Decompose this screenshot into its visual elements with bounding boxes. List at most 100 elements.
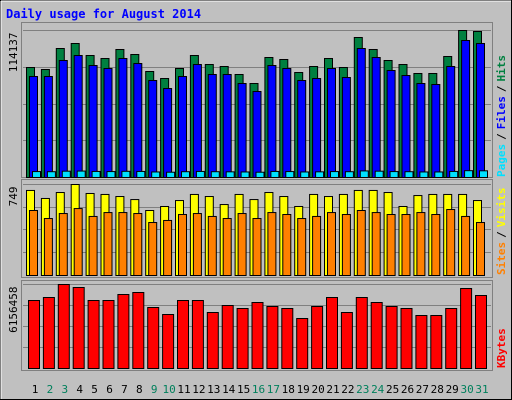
bar [88, 215, 98, 277]
bar [178, 76, 187, 178]
bar [404, 171, 414, 178]
legend-separator: / [495, 133, 508, 140]
bar [464, 170, 474, 179]
bar [28, 300, 40, 370]
bar [476, 222, 485, 276]
legend-entry: Sites [495, 242, 508, 275]
bar [221, 305, 234, 369]
bar [207, 215, 217, 277]
x-tick-label: 3 [61, 383, 68, 396]
x-tick-label: 1 [32, 383, 39, 396]
bar [385, 306, 398, 369]
bar [42, 296, 55, 370]
bar [430, 315, 443, 369]
bar [461, 215, 471, 277]
bar [163, 219, 173, 276]
bar [43, 218, 53, 276]
x-tick-label: 2 [47, 383, 54, 396]
x-tick-label: 23 [356, 383, 369, 396]
bar [371, 212, 381, 276]
bar [102, 300, 115, 370]
y-tick-label: 6156458 [7, 287, 20, 333]
bar [476, 43, 485, 179]
x-tick-label: 4 [76, 383, 83, 396]
x-tick-label: 7 [121, 383, 128, 396]
x-tick-label: 31 [475, 383, 488, 396]
bar [330, 171, 339, 179]
bar [446, 209, 456, 276]
bar [61, 170, 71, 178]
bar [296, 317, 309, 369]
bar [103, 212, 113, 276]
bar [282, 68, 292, 178]
bar [356, 210, 366, 276]
bar [479, 170, 488, 178]
bar [163, 88, 173, 178]
chart-title: Daily usage for August 2014 [6, 7, 201, 21]
bar [312, 78, 322, 178]
bar [136, 170, 146, 178]
y-tick-label: 114137 [7, 33, 20, 73]
x-tick-label: 29 [446, 383, 459, 396]
x-tick-label: 8 [136, 383, 143, 396]
x-tick-label: 15 [237, 383, 250, 396]
bar [445, 307, 458, 370]
bar [88, 65, 98, 178]
x-tick-label: 22 [341, 383, 354, 396]
bar [121, 170, 131, 179]
bar [237, 213, 247, 276]
bar [374, 170, 384, 178]
bar [312, 215, 322, 277]
legend-entry: Pages [495, 144, 508, 177]
bar [87, 300, 100, 370]
bar [270, 170, 280, 178]
x-tick-label: 9 [151, 383, 158, 396]
bar [386, 70, 396, 178]
bar [255, 171, 265, 178]
bar [29, 210, 38, 276]
bar [91, 170, 101, 178]
bar [252, 218, 262, 276]
bar [416, 212, 426, 276]
bar [210, 171, 220, 178]
bar [315, 171, 325, 179]
bar [416, 83, 426, 178]
bar [371, 57, 381, 178]
bar [148, 80, 158, 178]
bar [207, 74, 217, 178]
bar [192, 64, 202, 178]
bar [282, 214, 292, 276]
bar [177, 300, 189, 370]
bar [57, 284, 70, 369]
y-tick-label: 749 [7, 187, 20, 207]
bar [341, 214, 351, 276]
legend-entry: Visits [495, 188, 508, 228]
legend-entry: Files [495, 96, 508, 129]
bar [236, 307, 249, 370]
bar [118, 58, 128, 179]
bar [166, 171, 176, 178]
bar [240, 171, 250, 178]
bar [386, 214, 396, 276]
bar [327, 212, 336, 276]
x-tick-label: 16 [252, 383, 265, 396]
legend: Sites / Visits [495, 188, 508, 276]
bar [311, 306, 324, 369]
bar [32, 171, 41, 179]
x-tick-label: 6 [106, 383, 113, 396]
bar [181, 171, 190, 178]
bar [389, 171, 399, 179]
bar [148, 222, 158, 276]
bar [178, 214, 187, 276]
bar [359, 170, 369, 179]
x-tick-label: 14 [222, 383, 236, 396]
bar [252, 91, 262, 178]
x-tick-label: 11 [177, 383, 190, 396]
bar [103, 68, 113, 178]
x-tick-label: 5 [91, 383, 98, 396]
x-tick-label: 24 [371, 383, 385, 396]
bar [117, 294, 130, 370]
bar [151, 171, 161, 178]
bar [147, 306, 160, 370]
